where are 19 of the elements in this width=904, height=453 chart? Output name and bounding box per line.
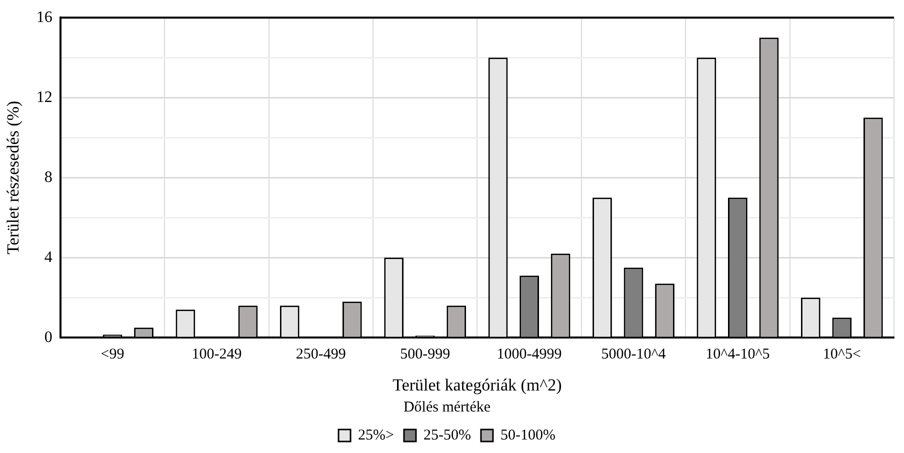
x-tick-label: 1000-4999 — [496, 346, 562, 363]
y-tick-label: 0 — [44, 328, 52, 346]
x-tick-label: <99 — [100, 346, 124, 363]
legend-title: Dőlés mértéke — [403, 399, 491, 416]
x-tick-label: 100-249 — [192, 346, 242, 363]
y-axis-title: Terület részesedés (%) — [4, 100, 23, 254]
y-tick-label: 4 — [44, 248, 52, 266]
legend-label: 25%> — [358, 427, 394, 444]
x-tick-label: 10^4-10^5 — [706, 346, 770, 363]
y-tick-label: 12 — [36, 88, 52, 106]
x-tick-label: 500-999 — [400, 346, 450, 363]
x-axis-title: Terület kategóriák (m^2) — [392, 375, 562, 394]
x-tick-label: 10^5< — [822, 346, 861, 363]
x-tick-label: 5000-10^4 — [601, 346, 666, 363]
legend-label: 50-100% — [500, 427, 556, 444]
legend-label: 25-50% — [423, 427, 471, 444]
y-tick-label: 16 — [36, 8, 52, 26]
x-tick-label: 250-499 — [296, 346, 346, 363]
y-tick-label: 8 — [44, 168, 52, 186]
